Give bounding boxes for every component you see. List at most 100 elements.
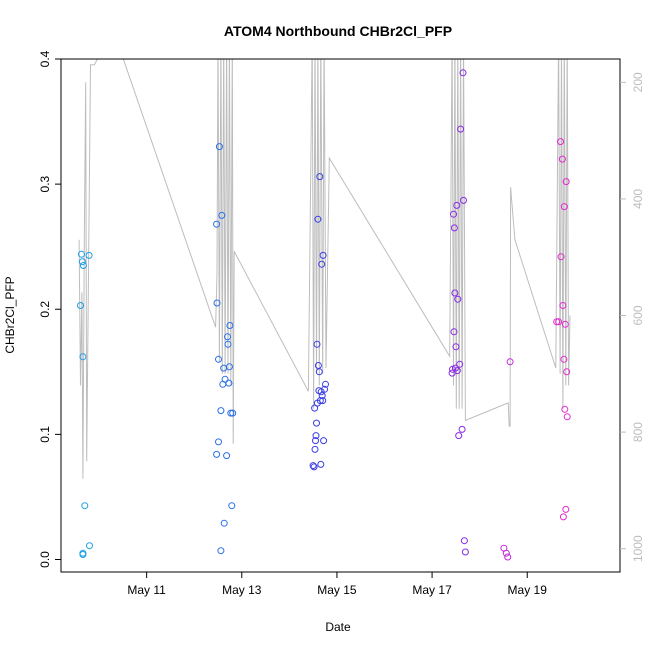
data-point xyxy=(313,340,321,348)
data-point xyxy=(225,363,233,371)
pressure-line xyxy=(78,59,571,479)
data-point xyxy=(319,251,327,259)
data-point xyxy=(456,360,464,368)
data-point xyxy=(224,333,231,341)
data-point xyxy=(213,220,221,228)
x-tick-label: May 13 xyxy=(222,583,262,597)
data-point xyxy=(79,262,87,269)
data-point xyxy=(452,343,460,351)
data-point xyxy=(561,405,569,413)
data-point xyxy=(310,463,318,471)
y2-tick-label: 200 xyxy=(631,72,645,92)
data-point xyxy=(459,69,467,77)
data-point xyxy=(451,289,459,297)
data-point xyxy=(312,437,319,445)
data-point xyxy=(553,318,561,326)
x-tick-label: May 17 xyxy=(412,583,452,597)
data-point xyxy=(224,340,232,348)
data-point xyxy=(215,438,222,446)
axes-layer: May 11 May 13 May 15 May 17 May 19 0.0 0.1 0.2 0… xyxy=(38,50,645,597)
data-point xyxy=(560,203,568,211)
y2-tick-label: 800 xyxy=(631,422,645,442)
data-point xyxy=(559,302,567,309)
data-point xyxy=(454,295,462,303)
data-point xyxy=(320,437,328,445)
x-axis-label: Date xyxy=(325,620,351,634)
data-point xyxy=(557,253,565,261)
data-point xyxy=(314,215,322,223)
data-point xyxy=(450,224,458,232)
data-point xyxy=(557,138,564,146)
data-point xyxy=(561,320,569,328)
data-point xyxy=(457,125,465,133)
y-tick-label: 0.0 xyxy=(38,551,52,568)
data-point xyxy=(506,358,514,366)
data-point xyxy=(86,542,93,550)
y2-tick-label: 1000 xyxy=(631,535,645,562)
data-point xyxy=(453,201,461,209)
data-point xyxy=(563,368,571,376)
data-point xyxy=(559,513,567,521)
data-point xyxy=(311,445,319,453)
y-tick-label: 0.3 xyxy=(38,175,52,192)
y-tick-label: 0.1 xyxy=(38,426,52,443)
data-point xyxy=(215,143,223,151)
data-point xyxy=(312,432,320,440)
data-point xyxy=(318,392,326,400)
data-point xyxy=(213,299,221,307)
data-point xyxy=(215,355,222,363)
data-point xyxy=(217,547,225,555)
data-point xyxy=(218,211,226,219)
chart-title: ATOM4 Northbound CHBr2Cl_PFP xyxy=(224,23,452,39)
data-point xyxy=(79,353,87,361)
data-point xyxy=(78,258,86,266)
data-point xyxy=(317,460,325,468)
data-point xyxy=(458,425,466,433)
data-point xyxy=(319,397,327,405)
data-point xyxy=(213,450,221,458)
data-point xyxy=(562,505,570,513)
points-layer xyxy=(77,69,571,561)
data-point xyxy=(321,385,329,393)
data-point xyxy=(558,155,566,163)
data-point xyxy=(562,178,570,186)
data-point xyxy=(455,432,463,440)
data-point xyxy=(461,548,469,556)
pressure-line-layer xyxy=(78,59,571,479)
data-point xyxy=(560,355,568,363)
data-point xyxy=(217,407,225,415)
data-point xyxy=(226,322,234,329)
data-point xyxy=(228,502,236,510)
y-tick-label: 0.2 xyxy=(38,301,52,318)
data-point xyxy=(221,375,229,383)
data-point xyxy=(220,364,228,372)
y2-tick-label: 400 xyxy=(631,189,645,209)
y-axis-label: CHBr2Cl_PFP xyxy=(3,276,17,353)
data-point xyxy=(322,380,329,388)
data-point xyxy=(227,409,235,417)
data-point xyxy=(563,413,571,421)
x-tick-label: May 15 xyxy=(317,583,357,597)
data-point xyxy=(453,367,461,375)
data-point xyxy=(316,173,324,181)
plot-frame xyxy=(60,58,621,573)
data-point xyxy=(77,302,84,309)
data-point xyxy=(229,409,237,417)
data-point xyxy=(315,368,323,376)
data-point xyxy=(309,462,317,470)
x-tick-label: May 11 xyxy=(127,583,166,597)
data-point xyxy=(313,419,320,427)
y-tick-label: 0.4 xyxy=(38,50,52,67)
data-point xyxy=(220,519,228,527)
data-point xyxy=(450,210,457,218)
data-point xyxy=(460,196,467,204)
y2-tick-label: 600 xyxy=(631,305,645,325)
data-point xyxy=(223,452,231,460)
data-point xyxy=(318,260,326,268)
x-tick-label: May 19 xyxy=(508,583,548,597)
data-point xyxy=(460,537,468,545)
data-point xyxy=(78,250,85,258)
data-point xyxy=(504,553,512,561)
data-point xyxy=(85,251,93,259)
